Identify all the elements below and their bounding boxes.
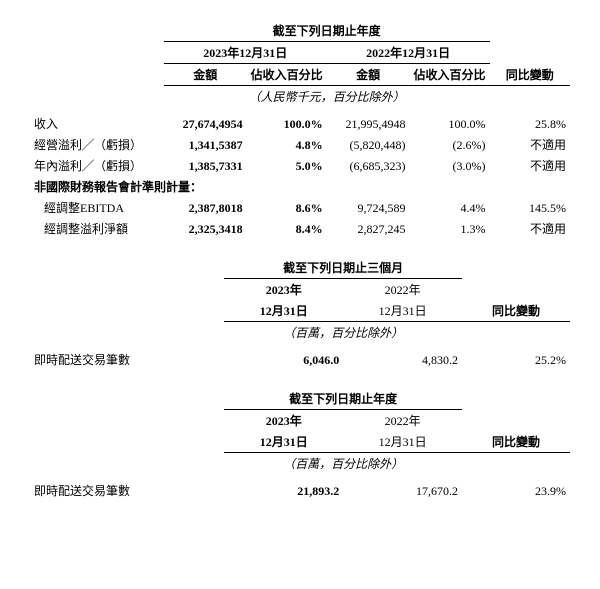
cell: 4.8% — [247, 134, 327, 155]
cell: 4.4% — [409, 197, 489, 218]
cell: 25.8% — [490, 113, 571, 134]
delivery-quarterly-table: 截至下列日期止三個月 2023年 2022年 12月31日 12月31日 同比變… — [30, 257, 570, 370]
cell: 9,724,589 — [327, 197, 410, 218]
section-header-row: 非國際財務報告會計準則計量： — [30, 176, 570, 197]
sub-pct: 佔收入百分比 — [247, 64, 327, 86]
table-row: 即時配送交易筆數 6,046.0 4,830.2 25.2% — [30, 349, 570, 370]
table-row: 即時配送交易筆數 21,893.2 17,670.2 23.9% — [30, 480, 570, 501]
cell: 17,670.2 — [343, 480, 462, 501]
table-row: 經調整溢利淨額 2,325,3418 8.4% 2,827,245 1.3% 不… — [30, 218, 570, 239]
financial-summary-table: 截至下列日期止年度 2023年12月31日 2022年12月31日 金額 佔收入… — [30, 20, 570, 239]
table-row: 年內溢利╱（虧損） 1,385,7331 5.0% (6,685,323) (3… — [30, 155, 570, 176]
col-2023b: 12月31日 — [224, 300, 343, 322]
cell: 不適用 — [490, 134, 571, 155]
cell: (3.0%) — [409, 155, 489, 176]
col-2023: 2023年12月31日 — [164, 42, 327, 64]
section-label: 非國際財務報告會計準則計量： — [30, 176, 570, 197]
row-label: 年內溢利╱（虧損） — [30, 155, 164, 176]
cell: 6,046.0 — [224, 349, 343, 370]
table-row: 經調整EBITDA 2,387,8018 8.6% 9,724,589 4.4%… — [30, 197, 570, 218]
col-2022a: 2022年 — [343, 279, 462, 301]
cell: 2,387,8018 — [164, 197, 247, 218]
cell: 4,830.2 — [343, 349, 462, 370]
cell: 不適用 — [490, 218, 571, 239]
sub-amount: 金額 — [164, 64, 247, 86]
cell: 2,827,245 — [327, 218, 410, 239]
sub-amount: 金額 — [327, 64, 410, 86]
row-label: 經營溢利╱（虧損） — [30, 134, 164, 155]
cell: 100.0% — [409, 113, 489, 134]
cell: 1.3% — [409, 218, 489, 239]
col-yoy: 同比變動 — [462, 431, 570, 453]
col-2022a: 2022年 — [343, 410, 462, 432]
cell: 8.4% — [247, 218, 327, 239]
row-label: 即時配送交易筆數 — [30, 480, 224, 501]
cell: 2,325,3418 — [164, 218, 247, 239]
unit-note: （百萬，百分比除外） — [224, 453, 462, 475]
cell: 21,995,4948 — [327, 113, 410, 134]
cell: 100.0% — [247, 113, 327, 134]
cell: 1,341,5387 — [164, 134, 247, 155]
row-label: 收入 — [30, 113, 164, 134]
col-yoy: 同比變動 — [490, 64, 571, 86]
col-2023b: 12月31日 — [224, 431, 343, 453]
period-header: 截至下列日期止年度 — [164, 20, 490, 42]
col-2022b: 12月31日 — [343, 431, 462, 453]
cell: 25.2% — [462, 349, 570, 370]
cell: 23.9% — [462, 480, 570, 501]
period-header: 截至下列日期止三個月 — [224, 257, 462, 279]
table-row: 經營溢利╱（虧損） 1,341,5387 4.8% (5,820,448) (2… — [30, 134, 570, 155]
cell: (2.6%) — [409, 134, 489, 155]
sub-pct: 佔收入百分比 — [409, 64, 489, 86]
cell: 8.6% — [247, 197, 327, 218]
cell: 27,674,4954 — [164, 113, 247, 134]
row-label: 即時配送交易筆數 — [30, 349, 224, 370]
col-2023a: 2023年 — [224, 410, 343, 432]
col-2023a: 2023年 — [224, 279, 343, 301]
unit-note: （人民幣千元，百分比除外） — [164, 86, 490, 108]
unit-note: （百萬，百分比除外） — [224, 322, 462, 344]
cell: 1,385,7331 — [164, 155, 247, 176]
cell: (6,685,323) — [327, 155, 410, 176]
cell: (5,820,448) — [327, 134, 410, 155]
cell: 145.5% — [490, 197, 571, 218]
cell: 不適用 — [490, 155, 571, 176]
col-2022b: 12月31日 — [343, 300, 462, 322]
row-label: 經調整EBITDA — [30, 197, 164, 218]
table-row: 收入 27,674,4954 100.0% 21,995,4948 100.0%… — [30, 113, 570, 134]
col-yoy: 同比變動 — [462, 300, 570, 322]
row-label: 經調整溢利淨額 — [30, 218, 164, 239]
cell: 5.0% — [247, 155, 327, 176]
delivery-annual-table: 截至下列日期止年度 2023年 2022年 12月31日 12月31日 同比變動… — [30, 388, 570, 501]
cell: 21,893.2 — [224, 480, 343, 501]
period-header: 截至下列日期止年度 — [224, 388, 462, 410]
col-2022: 2022年12月31日 — [327, 42, 490, 64]
